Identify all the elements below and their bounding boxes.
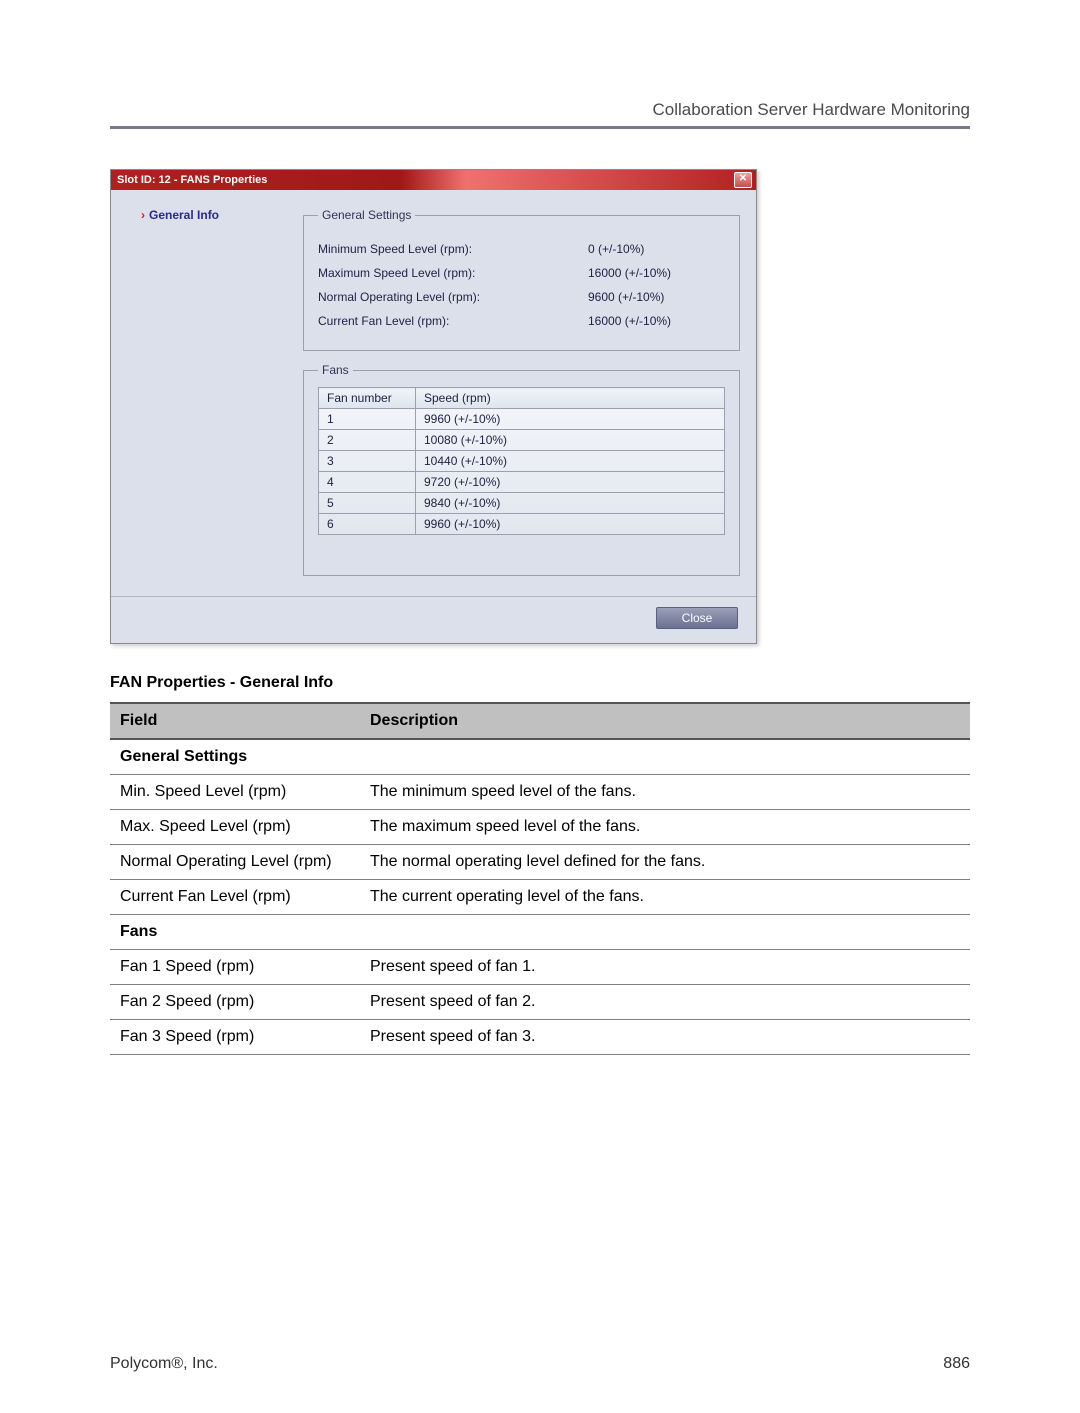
fan-number: 5 xyxy=(319,493,416,514)
doc-desc: The maximum speed level of the fans. xyxy=(360,810,970,845)
table-row: 59840 (+/-10%) xyxy=(319,493,725,514)
doc-field: Fan 2 Speed (rpm) xyxy=(110,985,360,1020)
general-settings-legend: General Settings xyxy=(318,208,415,222)
footer-company: Polycom®, Inc. xyxy=(110,1355,218,1373)
doc-desc: Present speed of fan 1. xyxy=(360,950,970,985)
doc-row: Fan 3 Speed (rpm)Present speed of fan 3. xyxy=(110,1020,970,1055)
doc-section-row: General Settings xyxy=(110,739,970,775)
doc-table: Field Description General Settings Min. … xyxy=(110,702,970,1055)
page-header: Collaboration Server Hardware Monitoring xyxy=(110,100,970,129)
nav-item-label: General Info xyxy=(149,208,219,222)
table-row: 210080 (+/-10%) xyxy=(319,430,725,451)
setting-label: Current Fan Level (rpm): xyxy=(318,314,588,328)
nav-arrow-icon: › xyxy=(141,208,145,222)
setting-row: Maximum Speed Level (rpm): 16000 (+/-10%… xyxy=(318,266,725,280)
doc-section-row: Fans xyxy=(110,915,970,950)
close-icon[interactable]: ✕ xyxy=(734,172,752,188)
doc-section-label: General Settings xyxy=(110,739,970,775)
dialog-nav: › General Info xyxy=(121,208,303,588)
doc-row: Current Fan Level (rpm)The current opera… xyxy=(110,880,970,915)
doc-row: Max. Speed Level (rpm)The maximum speed … xyxy=(110,810,970,845)
doc-desc: Present speed of fan 2. xyxy=(360,985,970,1020)
doc-field: Fan 3 Speed (rpm) xyxy=(110,1020,360,1055)
nav-item-general-info[interactable]: › General Info xyxy=(141,208,303,222)
doc-field: Current Fan Level (rpm) xyxy=(110,880,360,915)
col-fan-number: Fan number xyxy=(319,388,416,409)
fan-number: 4 xyxy=(319,472,416,493)
doc-row: Min. Speed Level (rpm)The minimum speed … xyxy=(110,775,970,810)
setting-label: Minimum Speed Level (rpm): xyxy=(318,242,588,256)
page-footer: Polycom®, Inc. 886 xyxy=(110,1355,970,1373)
fans-table: Fan number Speed (rpm) 19960 (+/-10%) 21… xyxy=(318,387,725,535)
doc-desc: The normal operating level defined for t… xyxy=(360,845,970,880)
doc-desc: The current operating level of the fans. xyxy=(360,880,970,915)
close-button[interactable]: Close xyxy=(656,607,738,629)
dialog-footer: Close xyxy=(111,596,756,643)
fan-speed: 9960 (+/-10%) xyxy=(416,409,725,430)
general-settings-fieldset: General Settings Minimum Speed Level (rp… xyxy=(303,208,740,351)
col-speed: Speed (rpm) xyxy=(416,388,725,409)
table-row: 310440 (+/-10%) xyxy=(319,451,725,472)
setting-row: Normal Operating Level (rpm): 9600 (+/-1… xyxy=(318,290,725,304)
table-row: 49720 (+/-10%) xyxy=(319,472,725,493)
fan-speed: 10080 (+/-10%) xyxy=(416,430,725,451)
fan-speed: 9840 (+/-10%) xyxy=(416,493,725,514)
doc-field: Normal Operating Level (rpm) xyxy=(110,845,360,880)
doc-row: Normal Operating Level (rpm)The normal o… xyxy=(110,845,970,880)
doc-field: Max. Speed Level (rpm) xyxy=(110,810,360,845)
setting-value: 16000 (+/-10%) xyxy=(588,314,725,328)
setting-value: 16000 (+/-10%) xyxy=(588,266,725,280)
fans-legend: Fans xyxy=(318,363,353,377)
fans-properties-dialog: Slot ID: 12 - FANS Properties ✕ › Genera… xyxy=(110,169,757,644)
fan-speed: 10440 (+/-10%) xyxy=(416,451,725,472)
table-row: 19960 (+/-10%) xyxy=(319,409,725,430)
fans-fieldset: Fans Fan number Speed (rpm) 19960 (+/-10… xyxy=(303,363,740,576)
doc-table-header: Field Description xyxy=(110,703,970,739)
fan-number: 2 xyxy=(319,430,416,451)
doc-row: Fan 2 Speed (rpm)Present speed of fan 2. xyxy=(110,985,970,1020)
doc-field: Min. Speed Level (rpm) xyxy=(110,775,360,810)
setting-value: 0 (+/-10%) xyxy=(588,242,725,256)
dialog-title: Slot ID: 12 - FANS Properties xyxy=(117,170,267,190)
col-field: Field xyxy=(110,703,360,739)
doc-field: Fan 1 Speed (rpm) xyxy=(110,950,360,985)
doc-desc: Present speed of fan 3. xyxy=(360,1020,970,1055)
col-description: Description xyxy=(360,703,970,739)
dialog-titlebar: Slot ID: 12 - FANS Properties ✕ xyxy=(111,170,756,190)
doc-section-label: Fans xyxy=(110,915,970,950)
setting-row: Current Fan Level (rpm): 16000 (+/-10%) xyxy=(318,314,725,328)
dialog-screenshot: Slot ID: 12 - FANS Properties ✕ › Genera… xyxy=(110,169,970,644)
footer-page-number: 886 xyxy=(943,1355,970,1373)
fan-number: 6 xyxy=(319,514,416,535)
setting-label: Normal Operating Level (rpm): xyxy=(318,290,588,304)
setting-label: Maximum Speed Level (rpm): xyxy=(318,266,588,280)
fan-speed: 9720 (+/-10%) xyxy=(416,472,725,493)
fan-speed: 9960 (+/-10%) xyxy=(416,514,725,535)
setting-value: 9600 (+/-10%) xyxy=(588,290,725,304)
doc-table-caption: FAN Properties - General Info xyxy=(110,674,970,692)
fan-number: 3 xyxy=(319,451,416,472)
doc-desc: The minimum speed level of the fans. xyxy=(360,775,970,810)
table-row: 69960 (+/-10%) xyxy=(319,514,725,535)
fan-number: 1 xyxy=(319,409,416,430)
setting-row: Minimum Speed Level (rpm): 0 (+/-10%) xyxy=(318,242,725,256)
table-header-row: Fan number Speed (rpm) xyxy=(319,388,725,409)
doc-row: Fan 1 Speed (rpm)Present speed of fan 1. xyxy=(110,950,970,985)
